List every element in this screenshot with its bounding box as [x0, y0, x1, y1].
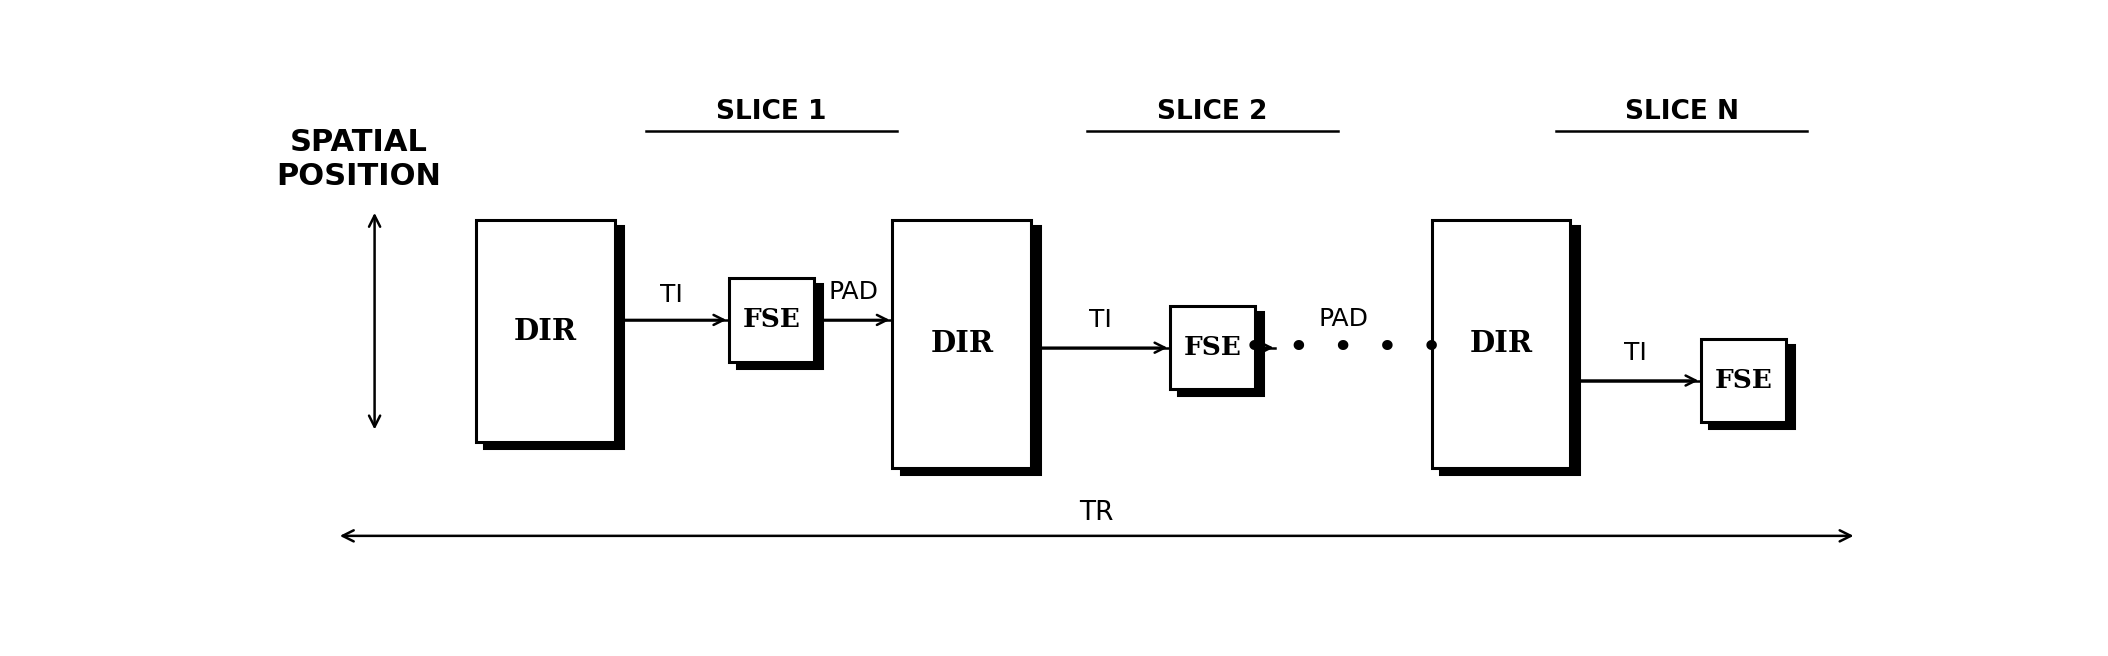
Bar — [1710, 345, 1794, 428]
Text: TR: TR — [1079, 500, 1113, 526]
Text: SLICE 1: SLICE 1 — [717, 98, 826, 125]
Text: DIR: DIR — [930, 329, 993, 358]
Text: DIR: DIR — [1469, 329, 1533, 358]
Text: SLICE 2: SLICE 2 — [1157, 98, 1267, 125]
Bar — [729, 278, 814, 361]
Text: FSE: FSE — [742, 308, 801, 333]
Bar — [1431, 220, 1570, 468]
Text: PAD: PAD — [1318, 307, 1368, 331]
Bar — [1170, 306, 1254, 390]
Text: TI: TI — [1090, 308, 1113, 332]
Bar — [1701, 339, 1785, 422]
Text: •  •  •  •  •: • • • • • — [1244, 331, 1442, 365]
Text: TI: TI — [660, 283, 683, 306]
Bar — [476, 220, 616, 442]
Text: SLICE N: SLICE N — [1625, 98, 1739, 125]
Text: SPATIAL
POSITION: SPATIAL POSITION — [276, 128, 441, 191]
Bar — [892, 220, 1031, 468]
Bar — [1440, 226, 1579, 474]
Bar — [485, 226, 624, 449]
Text: FSE: FSE — [1714, 368, 1773, 393]
Text: PAD: PAD — [828, 280, 879, 304]
Bar — [900, 226, 1039, 474]
Bar — [738, 284, 822, 367]
Text: DIR: DIR — [514, 317, 578, 346]
Text: TI: TI — [1625, 340, 1646, 365]
Bar — [1178, 312, 1263, 396]
Text: FSE: FSE — [1185, 335, 1242, 360]
